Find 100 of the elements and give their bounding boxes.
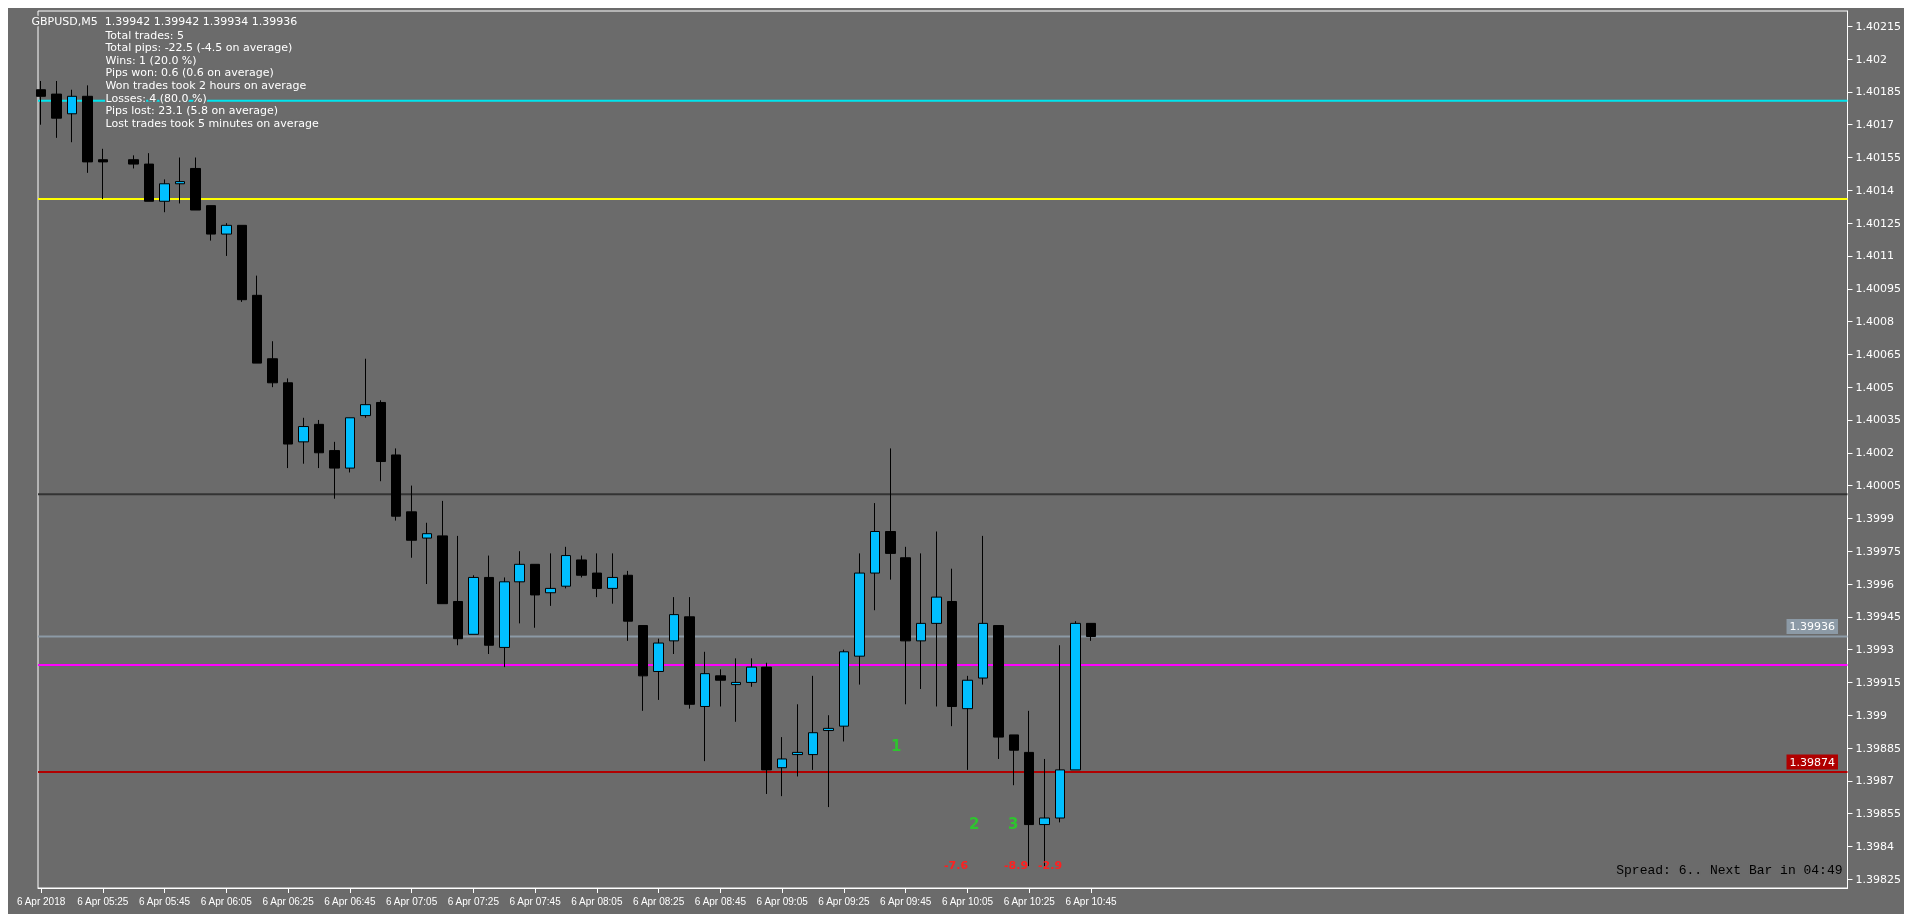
x-tick-label: 6 Apr 07:45 (509, 895, 562, 907)
annotation: -8.9 (1004, 859, 1029, 872)
y-tick-label: 1.4017 (1855, 118, 1895, 132)
candlestick (283, 377, 293, 469)
candlestick (885, 447, 896, 581)
candlestick (514, 550, 525, 624)
x-tick-label: 6 Apr 09:45 (880, 895, 932, 907)
candlestick (237, 224, 247, 303)
annotation: 3 (1008, 814, 1019, 833)
x-tick-label: 6 Apr 10:25 (1003, 895, 1056, 907)
candlestick (731, 657, 741, 723)
annotation: 2 (969, 814, 980, 833)
candlestick (345, 417, 355, 473)
candlestick (422, 522, 432, 585)
candlestick (98, 148, 108, 200)
x-tick-label: 6 Apr 05:25 (77, 895, 129, 907)
x-tick-label: 6 Apr 10:05 (941, 895, 994, 907)
candlestick (638, 625, 648, 712)
candlestick (252, 275, 262, 364)
candlestick (484, 555, 494, 655)
candlestick (715, 668, 726, 707)
candlestick (175, 157, 185, 204)
x-tick-label: 6 Apr 06:05 (200, 895, 253, 907)
candlestick (962, 675, 973, 771)
candlestick (36, 80, 46, 126)
candlestick (700, 651, 710, 762)
x-tick-label: 6 Apr 10:45 (1065, 895, 1117, 907)
y-tick-label: 1.39975 (1855, 544, 1902, 558)
annotation: Wins: 1 (20.0 %) (105, 53, 197, 67)
candlestick (669, 596, 679, 655)
candlestick (530, 563, 540, 629)
candlestick (823, 714, 834, 808)
candlestick (808, 675, 818, 771)
candlestick (777, 736, 787, 797)
annotation: Won trades took 2 hours on average (105, 78, 307, 92)
candlestick (144, 152, 154, 202)
x-tick-label: 6 Apr 06:25 (262, 895, 315, 907)
y-tick-label: 1.3987 (1855, 774, 1895, 788)
x-tick-label: 6 Apr 2018 (16, 895, 66, 907)
y-tick-label: 1.39885 (1855, 741, 1902, 755)
candlestick (916, 552, 926, 690)
candlestick (792, 703, 803, 777)
candlestick (900, 546, 911, 705)
annotation: Total pips: -22.5 (-4.5 on average) (104, 41, 293, 55)
annotation: Pips won: 0.6 (0.6 on average) (105, 66, 274, 80)
candlestick (870, 502, 880, 611)
candlestick (1070, 620, 1081, 771)
candlestick (545, 552, 556, 607)
candlestick (947, 568, 957, 727)
y-tick-label: 1.39915 (1855, 675, 1902, 689)
y-tick-label: 1.4002 (1855, 446, 1895, 460)
candlestick (221, 222, 232, 257)
y-tick-label: 1.40125 (1855, 216, 1902, 230)
candlestick (684, 596, 695, 710)
x-tick-label: 6 Apr 07:05 (386, 895, 438, 907)
y-tick-label: 1.399 (1855, 708, 1888, 722)
y-tick-label: 1.40065 (1855, 347, 1902, 361)
y-tick-label: 1.4005 (1855, 380, 1895, 394)
candlestick (1086, 622, 1096, 642)
candlestick (978, 535, 988, 686)
x-tick-label: 6 Apr 09:25 (818, 895, 870, 907)
candlestick (499, 576, 510, 668)
ref-line-label: 1.39936 (1789, 619, 1836, 633)
annotation: Total trades: 5 (104, 28, 184, 42)
y-tick-label: 1.3993 (1855, 643, 1895, 657)
y-tick-label: 1.4008 (1855, 315, 1895, 329)
candlestick (67, 89, 77, 143)
candlestick (653, 638, 664, 701)
candlestick (746, 657, 757, 688)
candlestick (437, 500, 448, 605)
annotation: -2.9 (1038, 859, 1063, 872)
annotation: Pips lost: 23.1 (5.8 on average) (105, 104, 278, 118)
candlestick (468, 574, 479, 635)
candlestick (561, 546, 571, 589)
candlestick (360, 358, 371, 419)
candlestick (159, 178, 170, 213)
candlestick (839, 649, 849, 742)
x-tick-label: 6 Apr 05:45 (139, 895, 191, 907)
y-tick-label: 1.402 (1855, 52, 1888, 66)
y-tick-label: 1.4014 (1855, 183, 1895, 197)
candlestick (82, 84, 93, 174)
candlestick (406, 485, 417, 559)
candlestick (1009, 734, 1019, 786)
annotation: Spread: 6.. Next Bar in 04:49 (1616, 862, 1843, 878)
annotation: Lost trades took 5 minutes on average (105, 116, 319, 130)
candlestick (623, 570, 633, 642)
annotation: 1 (891, 736, 902, 755)
candlestick (267, 340, 278, 388)
annotation: -7.6 (944, 859, 969, 872)
candlestick (128, 154, 139, 169)
candlestick (592, 552, 602, 598)
candlestick (190, 157, 201, 211)
y-tick-label: 1.39945 (1855, 610, 1902, 624)
y-tick-label: 1.3996 (1855, 577, 1895, 591)
y-tick-label: 1.40215 (1855, 19, 1902, 33)
candlestick (576, 555, 587, 578)
y-tick-label: 1.39825 (1855, 872, 1902, 886)
candlestick (391, 447, 401, 522)
y-tick-label: 1.3999 (1855, 511, 1895, 525)
candlestick (1055, 644, 1065, 823)
